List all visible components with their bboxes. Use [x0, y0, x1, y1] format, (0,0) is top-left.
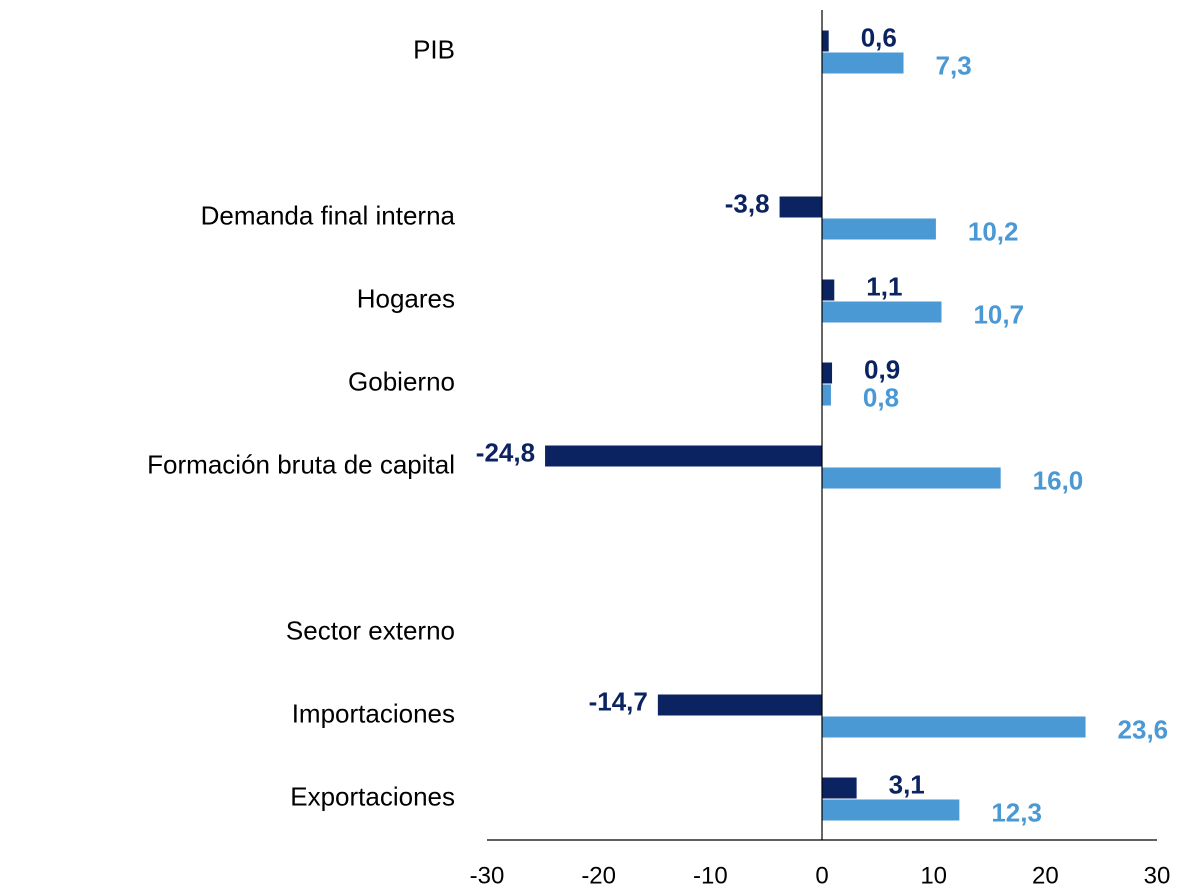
value-label: 7,3 [936, 50, 972, 80]
bar [657, 694, 822, 716]
bar [822, 218, 936, 240]
value-label: 23,6 [1118, 714, 1169, 744]
x-tick-label: -20 [581, 862, 616, 889]
category-label: Exportaciones [290, 781, 455, 811]
bar [822, 799, 960, 821]
value-label: 0,9 [864, 354, 900, 384]
value-label: 12,3 [991, 797, 1042, 827]
bar [822, 777, 857, 799]
bar [822, 362, 833, 384]
category-label: Demanda final interna [201, 200, 456, 230]
value-label: 0,8 [863, 382, 899, 412]
value-label: 10,2 [968, 216, 1019, 246]
value-label: -14,7 [589, 686, 648, 716]
value-label: 10,7 [973, 299, 1024, 329]
category-label: Hogares [357, 283, 455, 313]
category-label: PIB [413, 34, 455, 64]
category-label: Importaciones [292, 698, 455, 728]
value-label: -3,8 [725, 188, 770, 218]
bar [822, 30, 829, 52]
x-tick-label: 10 [920, 862, 947, 889]
category-label: Gobierno [348, 366, 455, 396]
bar [822, 279, 835, 301]
category-label: Sector externo [286, 615, 455, 645]
value-label: 3,1 [889, 769, 925, 799]
bar [822, 716, 1086, 738]
bar [779, 196, 822, 218]
x-tick-label: 20 [1032, 862, 1059, 889]
value-label: -24,8 [476, 437, 535, 467]
category-label: Formación bruta de capital [147, 449, 455, 479]
x-tick-label: -10 [693, 862, 728, 889]
value-label: 16,0 [1033, 465, 1084, 495]
x-tick-label: 0 [815, 862, 828, 889]
x-tick-label: 30 [1144, 862, 1171, 889]
bar [822, 384, 831, 406]
x-tick-label: -30 [470, 862, 505, 889]
bar [822, 52, 904, 74]
bar [822, 301, 942, 323]
bar [545, 445, 822, 467]
value-label: 1,1 [866, 271, 902, 301]
value-label: 0,6 [861, 22, 897, 52]
bar [822, 467, 1001, 489]
